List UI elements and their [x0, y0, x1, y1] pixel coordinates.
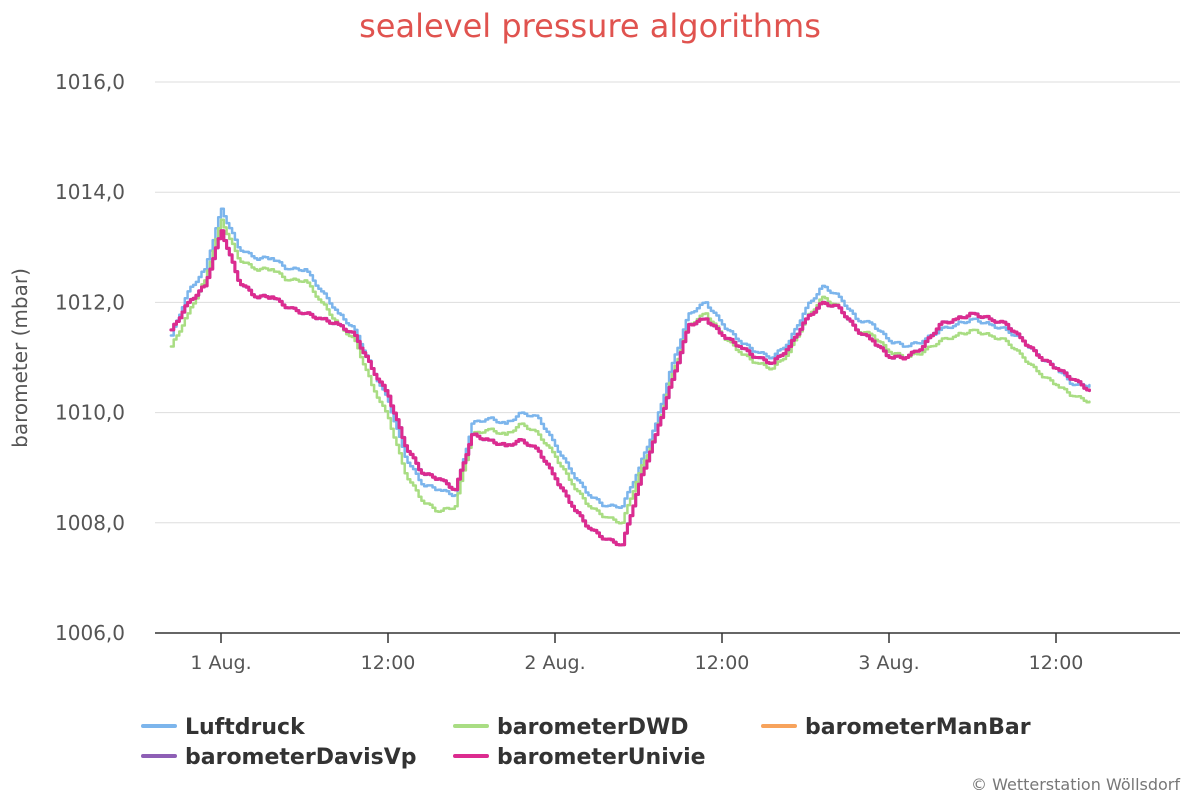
- x-tick-label: 2 Aug.: [524, 652, 585, 674]
- x-tick-label: 3 Aug.: [858, 652, 919, 674]
- y-tick-label: 1016,0: [55, 70, 125, 94]
- series-line-barometerdwd: [169, 218, 1091, 525]
- y-tick-label: 1014,0: [55, 180, 125, 204]
- x-ticks: 1 Aug. 12:00 2 Aug. 12:00 3 Aug. 12:00: [190, 633, 1083, 674]
- y-tick-label: 1010,0: [55, 401, 125, 425]
- y-axis-label: barometer (mbar): [8, 268, 32, 448]
- legend-label: Luftdruck: [185, 715, 306, 740]
- series-line-barometerunivie: [169, 229, 1091, 547]
- chart-title: sealevel pressure algorithms: [359, 7, 821, 45]
- x-tick-label: 1 Aug.: [190, 652, 251, 674]
- legend-label: barometerUnivie: [497, 745, 706, 770]
- x-tick-label: 12:00: [361, 652, 416, 674]
- series-line-luftdruck: [169, 207, 1091, 510]
- legend-label: barometerDavisVp: [185, 745, 417, 770]
- y-tick-labels: 1006,0 1008,0 1010,0 1012,0 1014,0 1016,0: [55, 70, 125, 645]
- y-tick-label: 1008,0: [55, 511, 125, 535]
- legend-label: barometerDWD: [497, 715, 688, 740]
- x-tick-label: 12:00: [695, 652, 750, 674]
- x-tick-label: 12:00: [1029, 652, 1084, 674]
- legend-label: barometerManBar: [805, 715, 1031, 740]
- credit-text: © Wetterstation Wöllsdorf: [971, 775, 1180, 794]
- series-lines: [169, 207, 1091, 547]
- y-gridlines: [155, 81, 1180, 634]
- legend: Luftdruck barometerDWD barometerManBar baro…: [141, 715, 1031, 770]
- y-tick-label: 1012,0: [55, 290, 125, 314]
- y-tick-label: 1006,0: [55, 621, 125, 645]
